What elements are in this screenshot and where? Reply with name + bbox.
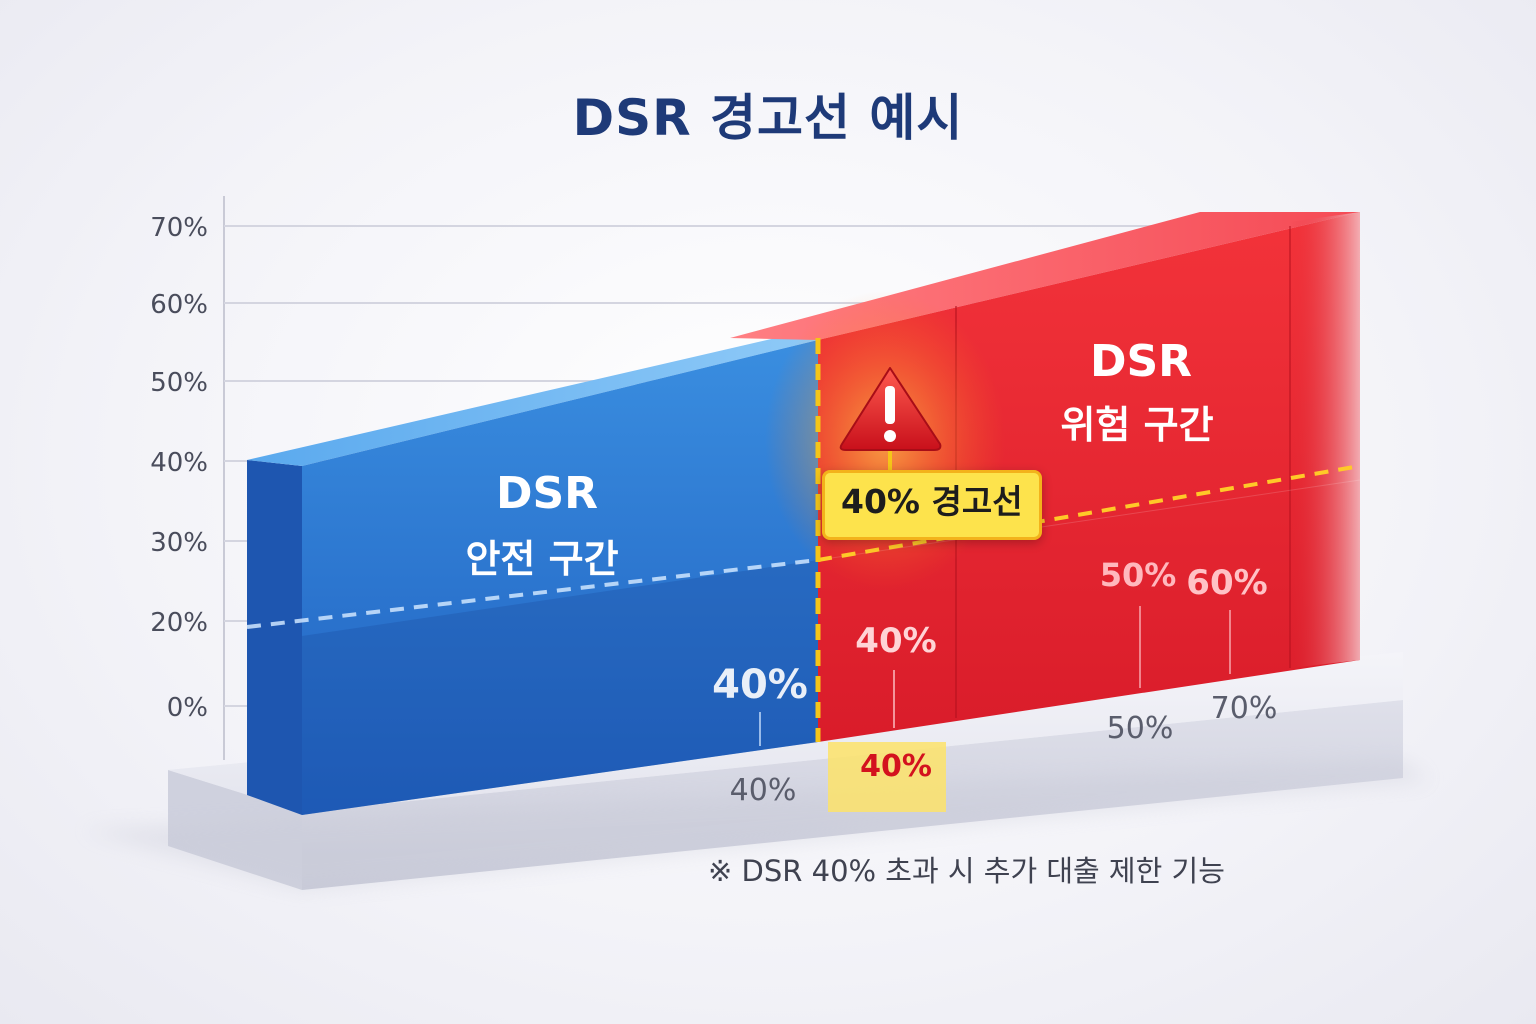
y-tick-60: 60% [150,290,208,320]
safe-zone-block [247,337,818,815]
safe-zone-side [247,460,302,815]
footnote: ※ DSR 40% 초과 시 추가 대출 제한 기능 [708,854,1225,888]
base-label-70: 70% [1211,691,1278,726]
y-tick-70: 70% [150,213,208,243]
page-title: DSR 경고선 예시 [572,89,964,147]
base-label-50: 50% [1107,711,1174,746]
safe-zone-front [302,340,818,815]
danger-zone-subtitle: 위험 구간 [1060,403,1213,447]
danger-dashed-line [817,464,1361,562]
danger-zone-title: DSR [1090,336,1192,387]
y-tick-20: 20% [150,608,208,638]
y-tick-40: 40% [150,448,208,478]
safe-zone-top [247,337,818,466]
warning-triangle-icon [839,367,942,472]
warning-base-band [828,742,946,812]
safe-inner-value: 40% [712,662,808,708]
y-tick-30: 30% [150,528,208,558]
y-tick-0: 0% [167,693,208,723]
base-label-safe-40: 40% [730,773,797,808]
safe-zone-subtitle: 안전 구간 [465,537,618,581]
safe-zone-title: DSR [496,468,598,519]
danger-inner-value-60: 60% [1186,563,1267,603]
warning-line-label: 40% 경고선 [822,470,1042,540]
danger-inner-value-50: 50% [1100,556,1177,594]
y-tick-50: 50% [150,368,208,398]
danger-inner-value-40: 40% [855,621,936,661]
base-label-warning-40: 40% [860,749,932,784]
